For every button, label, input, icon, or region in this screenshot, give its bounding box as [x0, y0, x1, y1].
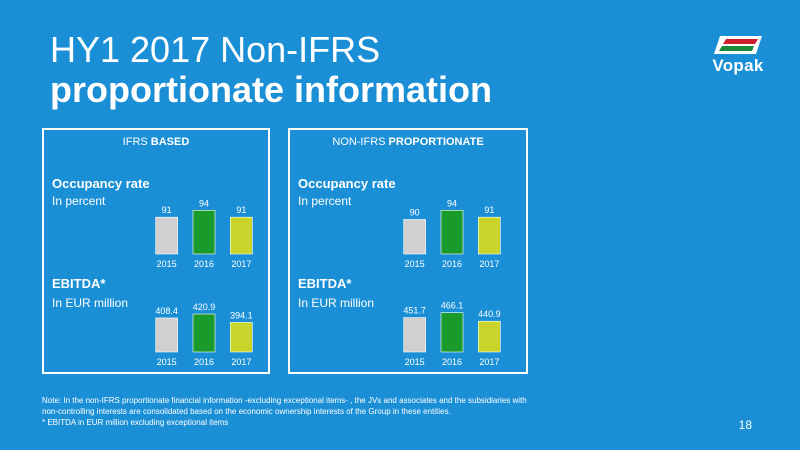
- bar-chart-svg: 91 2015 94 2016 91 2017: [155, 198, 253, 269]
- bar-chart-svg: 451.7 2015 466.1 2016 440.9 2017: [403, 301, 501, 367]
- data-label-2017: 394.1: [230, 310, 253, 320]
- occupancy-subtitle: In percent: [298, 194, 352, 208]
- tick-label-2016: 2016: [442, 259, 462, 269]
- title-line-2: proportionate information: [50, 68, 492, 110]
- bar-2016: [192, 209, 216, 255]
- bar-2015: [403, 219, 426, 255]
- ebitda-chart: 408.4 2015 420.9 2016 394.1 2017: [148, 292, 260, 370]
- ebitda-subtitle: In EUR million: [298, 296, 375, 310]
- data-label-2016: 420.9: [193, 302, 216, 312]
- tick-label-2016: 2016: [442, 357, 462, 367]
- bar-2017: [230, 216, 253, 255]
- tick-label-2015: 2015: [405, 357, 425, 367]
- bar-2015: [155, 317, 178, 353]
- panel-header-bold: PROPORTIONATE: [388, 136, 484, 148]
- panel-header-bold: BASED: [150, 136, 190, 148]
- vopak-flag-logo-icon: [714, 36, 762, 54]
- tick-label-2017: 2017: [479, 357, 499, 367]
- occupancy-chart: 91 2015 94 2016 91 2017: [148, 192, 260, 272]
- data-label-2016: 94: [447, 198, 457, 208]
- panel-header-prefix: NON-IFRS: [332, 136, 389, 148]
- bar-2016: [440, 312, 464, 353]
- data-label-2015: 90: [410, 208, 420, 218]
- non-ifrs-proportionate-panel: NON-IFRS PROPORTIONATE Occupancy rate In…: [288, 128, 528, 374]
- occupancy-title: Occupancy rate: [52, 176, 150, 191]
- bar-chart-svg: 90 2015 94 2016 91 2017: [403, 198, 501, 269]
- tick-label-2017: 2017: [231, 357, 251, 367]
- data-label-2016: 94: [199, 198, 209, 208]
- title-line-1: HY1 2017 Non-IFRS: [50, 29, 381, 70]
- bar-chart-svg: 408.4 2015 420.9 2016 394.1 2017: [155, 302, 253, 367]
- vopak-logo: Vopak: [706, 34, 770, 80]
- tick-label-2015: 2015: [405, 259, 425, 269]
- data-label-2015: 91: [162, 205, 172, 215]
- panel-header-prefix: IFRS: [122, 136, 151, 148]
- bar-2015: [155, 216, 178, 255]
- ebitda-subtitle: In EUR million: [52, 296, 129, 310]
- data-label-2017: 91: [236, 205, 246, 215]
- occupancy-chart: 90 2015 94 2016 91 2017: [396, 192, 508, 272]
- footnote-line-2: non-controlling interests are consolidat…: [42, 406, 451, 416]
- tick-label-2016: 2016: [194, 259, 214, 269]
- panel-header: IFRS BASED: [44, 136, 268, 148]
- data-label-2015: 408.4: [155, 306, 178, 316]
- tick-label-2017: 2017: [231, 259, 251, 269]
- bar-2017: [478, 320, 501, 353]
- occupancy-title: Occupancy rate: [298, 176, 396, 191]
- page-number: 18: [738, 418, 752, 432]
- footnote: Note: In the non-IFRS proportionate fina…: [42, 396, 602, 428]
- tick-label-2017: 2017: [479, 259, 499, 269]
- bar-2016: [192, 313, 216, 353]
- occupancy-subtitle: In percent: [52, 194, 106, 208]
- ebitda-chart: 451.7 2015 466.1 2016 440.9 2017: [396, 292, 508, 370]
- footnote-line-1: Note: In the non-IFRS proportionate fina…: [42, 396, 527, 405]
- panel-header: NON-IFRS PROPORTIONATE: [290, 136, 526, 148]
- data-label-2017: 91: [484, 205, 494, 215]
- data-label-2015: 451.7: [403, 306, 426, 316]
- tick-label-2015: 2015: [157, 259, 177, 269]
- bar-2017: [230, 322, 253, 353]
- footnote-line-3: * EBITDA in EUR million excluding except…: [42, 417, 229, 427]
- ebitda-title: EBITDA*: [298, 276, 352, 291]
- bar-2016: [440, 209, 464, 255]
- data-label-2016: 466.1: [441, 301, 464, 311]
- logo-text: Vopak: [712, 56, 764, 75]
- tick-label-2016: 2016: [194, 357, 214, 367]
- bar-2015: [403, 317, 426, 353]
- data-label-2017: 440.9: [478, 309, 501, 319]
- ifrs-based-panel: IFRS BASED Occupancy rate In percent 91 2…: [42, 128, 270, 374]
- bar-2017: [478, 216, 501, 255]
- slide-title: HY1 2017 Non-IFRS proportionate informat…: [50, 30, 492, 109]
- tick-label-2015: 2015: [157, 357, 177, 367]
- ebitda-title: EBITDA*: [52, 276, 106, 291]
